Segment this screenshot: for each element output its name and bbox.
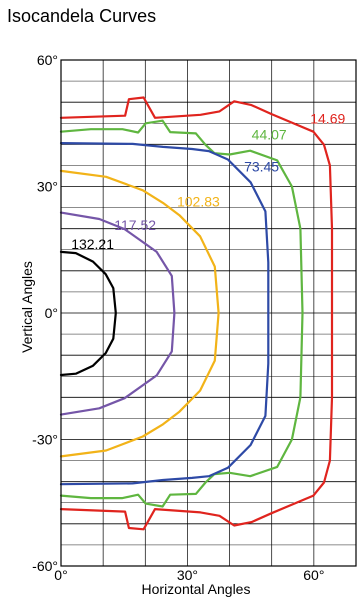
isocandela-curves bbox=[59, 96, 334, 531]
isocandela-curve bbox=[59, 96, 334, 531]
isocandela-curve bbox=[59, 211, 176, 416]
y-tick-label: 0° bbox=[45, 305, 58, 321]
x-tick-label: 30° bbox=[177, 567, 198, 583]
curve-value-label: 14.69 bbox=[310, 110, 345, 126]
y-tick-label: 30° bbox=[37, 179, 58, 195]
isocandela-curve bbox=[59, 250, 117, 377]
grid-lines bbox=[61, 60, 356, 566]
curve-value-label: 44.07 bbox=[252, 126, 287, 142]
chart-title: Isocandela Curves bbox=[7, 6, 157, 26]
x-tick-label: 60° bbox=[303, 567, 324, 583]
isocandela-curve bbox=[59, 119, 304, 508]
y-axis-label: Vertical Angles bbox=[19, 261, 35, 353]
tick-labels: 0° 30° 60° 60° 30° 0° -30° -60° bbox=[32, 52, 324, 583]
plot-frame bbox=[60, 59, 357, 567]
y-tick-label: -60° bbox=[32, 558, 58, 574]
curve-value-label: 102.83 bbox=[177, 193, 220, 209]
isocandela-curve bbox=[59, 142, 270, 486]
curve-value-label: 73.45 bbox=[244, 158, 279, 174]
curve-value-label: 132.21 bbox=[71, 236, 114, 252]
x-tick-label: 0° bbox=[54, 567, 67, 583]
curve-value-label: 117.52 bbox=[114, 217, 156, 233]
isocandela-curve bbox=[59, 169, 220, 458]
x-axis-label: Horizontal Angles bbox=[142, 581, 251, 597]
y-tick-label: -30° bbox=[32, 432, 58, 448]
y-tick-label: 60° bbox=[37, 52, 58, 68]
